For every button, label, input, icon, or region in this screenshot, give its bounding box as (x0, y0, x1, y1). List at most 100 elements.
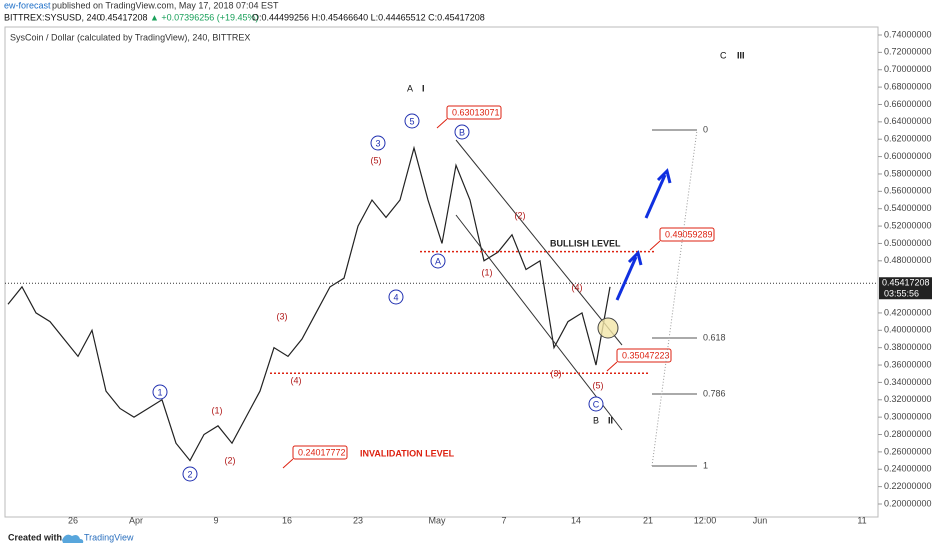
x-tick-label: Jun (753, 515, 768, 525)
wave-label: A (435, 256, 441, 266)
x-tick-label: 7 (501, 515, 506, 525)
degree-label: A (407, 83, 413, 93)
fib-diag (651, 129, 698, 467)
price-tag-bg (879, 277, 932, 300)
y-tick-label: 0.34000000 (884, 377, 932, 387)
x-tick-label: 21 (643, 515, 653, 525)
wave-label: (2) (515, 210, 526, 220)
level-pointer (606, 361, 618, 372)
y-tick-label: 0.68000000 (884, 81, 932, 91)
wave-circle (370, 135, 386, 151)
wave-circle (388, 289, 404, 305)
degree-label: C (720, 50, 727, 60)
last: 0.45417208 (100, 12, 148, 22)
x-tick-label: 14 (571, 515, 581, 525)
level-pointer (282, 458, 294, 469)
y-tick-label: 0.50000000 (884, 238, 932, 248)
wave-circle (588, 396, 604, 412)
degree-label: B (593, 415, 599, 425)
y-tick-label: 0.52000000 (884, 220, 932, 230)
y-tick-label: 0.70000000 (884, 64, 932, 74)
arrow-head (627, 250, 643, 266)
footer-brand: TradingView (84, 532, 134, 542)
y-tick-label: 0.40000000 (884, 325, 932, 335)
arrow (644, 174, 667, 219)
level-pointer (649, 240, 661, 251)
publisher: ew-forecast (4, 0, 51, 10)
y-tick-label: 0.42000000 (884, 307, 932, 317)
wave-label: 5 (409, 116, 414, 126)
y-tick-label: 0.74000000 (884, 29, 932, 39)
price-timer: 03:55:56 (884, 289, 919, 299)
symbol: BITTREX:SYSUSD, 240 (4, 12, 102, 22)
change: ▲ +0.07396256 (+19.45%) (150, 12, 259, 22)
arrow-head (656, 168, 672, 184)
invalidation-text: INVALIDATION LEVEL (360, 448, 455, 458)
bullish-text: BULLISH LEVEL (550, 238, 621, 248)
degree-label: II (608, 415, 613, 425)
fib-label: 0.786 (703, 388, 726, 398)
wave-label: 4 (393, 292, 398, 302)
fib-label: 0 (703, 124, 708, 134)
arrow (615, 256, 638, 301)
fib-label: 0.618 (703, 332, 726, 342)
wave-label: (2) (225, 455, 236, 465)
y-tick-label: 0.20000000 (884, 498, 932, 508)
wave-label: (3) (277, 311, 288, 321)
y-tick-label: 0.22000000 (884, 481, 932, 491)
y-tick-label: 0.58000000 (884, 168, 932, 178)
level-pointer (436, 118, 448, 129)
wave-circle (152, 384, 168, 400)
wave-circle (430, 253, 446, 269)
wave-label: (4) (572, 282, 583, 292)
wave-label: (1) (212, 405, 223, 415)
x-tick-label: 23 (353, 515, 363, 525)
price-tag: 0.45417208 (882, 278, 930, 288)
published: published on TradingView.com, May 17, 20… (52, 0, 279, 10)
price-line (7, 145, 611, 462)
x-tick-label: Apr (129, 515, 143, 525)
footer-created: Created with (8, 532, 62, 542)
wave-label: C (593, 399, 600, 409)
ohlc: O:0.44499256 H:0.45466640 L:0.44465512 C… (252, 12, 485, 22)
chart-title: SysCoin / Dollar (calculated by TradingV… (10, 32, 250, 42)
channel (455, 139, 623, 346)
x-tick-label: 9 (213, 515, 218, 525)
x-tick-label: 16 (282, 515, 292, 525)
y-tick-label: 0.26000000 (884, 446, 932, 456)
y-tick-label: 0.32000000 (884, 394, 932, 404)
level-label: 0.24017772 (298, 447, 346, 457)
wave-label: 3 (375, 138, 380, 148)
x-tick-label: May (428, 515, 446, 525)
degree-label: III (737, 50, 745, 60)
level-box (446, 105, 502, 120)
wave-circle (404, 113, 420, 129)
y-tick-label: 0.24000000 (884, 464, 932, 474)
highlight (597, 317, 619, 339)
wave-circle (454, 124, 470, 140)
degree-label: I (422, 83, 425, 93)
y-tick-label: 0.30000000 (884, 412, 932, 422)
level-box (292, 445, 348, 460)
y-tick-label: 0.56000000 (884, 186, 932, 196)
wave-label: (4) (291, 375, 302, 385)
wave-label: (1) (482, 267, 493, 277)
wave-label: 1 (157, 387, 162, 397)
y-tick-label: 0.28000000 (884, 429, 932, 439)
level-box (659, 227, 715, 242)
channel (455, 214, 623, 431)
wave-label: (5) (593, 380, 604, 390)
y-tick-label: 0.64000000 (884, 116, 932, 126)
y-tick-label: 0.36000000 (884, 359, 932, 369)
y-tick-label: 0.62000000 (884, 134, 932, 144)
y-tick-label: 0.48000000 (884, 255, 932, 265)
level-label: 0.49059289 (665, 229, 713, 239)
logo (62, 534, 84, 543)
level-label: 0.63013071 (452, 107, 500, 117)
y-tick-label: 0.66000000 (884, 99, 932, 109)
wave-label: (3) (551, 368, 562, 378)
x-tick-label: 11 (857, 515, 866, 525)
